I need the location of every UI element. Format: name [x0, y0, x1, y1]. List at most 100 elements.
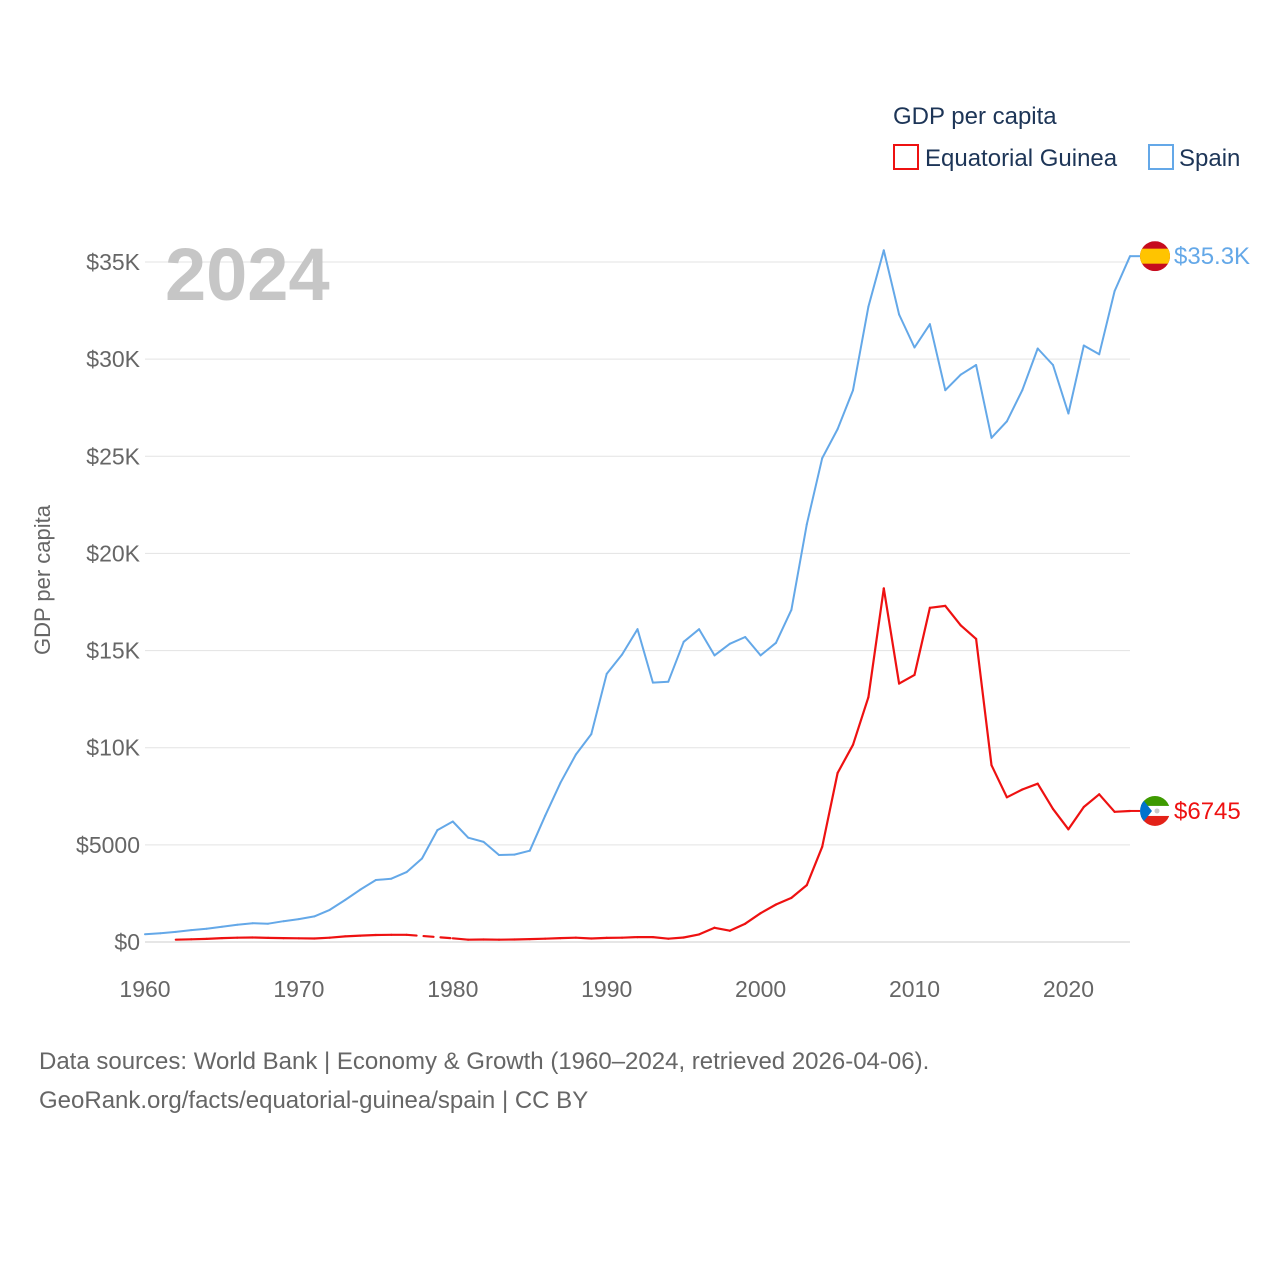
series-segment	[297, 915, 316, 921]
series-segment	[790, 883, 808, 900]
y-tick-label: $25K	[86, 443, 140, 469]
series-segment	[775, 608, 793, 644]
series-segment	[590, 672, 608, 736]
series-segment	[851, 696, 870, 746]
series-segment	[821, 771, 839, 848]
x-tick-label: 2020	[1043, 976, 1094, 1002]
y-axis-label: GDP per capita	[30, 504, 55, 655]
series-layer	[144, 249, 1132, 941]
series-segment	[805, 457, 824, 526]
series-segment	[605, 653, 624, 675]
series-segment	[867, 249, 885, 308]
series-segment	[867, 587, 885, 699]
series-segment	[544, 936, 562, 940]
x-tick-label: 2010	[889, 976, 940, 1002]
series-segment	[959, 364, 978, 376]
year-label: 2024	[165, 233, 330, 316]
flag-red	[1140, 815, 1170, 826]
series-segment	[728, 636, 747, 645]
x-tick-label: 1980	[427, 976, 478, 1002]
series-segment	[913, 323, 931, 349]
series-segment	[1021, 347, 1039, 392]
series-segment	[544, 781, 562, 817]
series-segment	[1052, 364, 1070, 415]
series-segment	[928, 323, 947, 392]
series-segment	[1098, 290, 1116, 356]
legend-label-equatorial-guinea: Equatorial Guinea	[925, 145, 1118, 172]
series-segment	[159, 930, 177, 935]
series-segment	[328, 899, 347, 911]
series-segment	[205, 925, 223, 930]
end-markers: $35.3K $6745	[1130, 241, 1250, 826]
series-segment	[574, 936, 593, 940]
series-segment	[836, 389, 854, 431]
series-segment	[328, 935, 347, 939]
source-line-1: Data sources: World Bank | Economy & Gro…	[39, 1048, 929, 1075]
series-segment	[236, 922, 254, 926]
series-segment	[574, 733, 593, 756]
series-segment	[713, 926, 731, 932]
series-segment	[1036, 347, 1054, 366]
flag-triangle	[1140, 795, 1152, 826]
series-segment	[344, 888, 362, 901]
y-tick-label: $15K	[86, 638, 140, 664]
series-segment	[621, 628, 639, 656]
series-segment	[313, 908, 331, 918]
flag-green	[1140, 795, 1170, 806]
gridlines	[145, 261, 1130, 943]
series-segment	[174, 929, 193, 933]
series-segment	[1036, 782, 1055, 811]
series-segment	[359, 879, 377, 891]
series-segment	[559, 753, 577, 784]
y-tick-label: $20K	[86, 540, 140, 566]
legend-swatch-equatorial-guinea	[893, 144, 919, 170]
series-segment	[1051, 807, 1070, 831]
series-segment	[898, 313, 916, 349]
series-segment	[513, 849, 531, 856]
series-segment	[651, 680, 670, 684]
series-segment	[651, 935, 670, 940]
series-segment	[282, 918, 300, 923]
series-spain	[144, 249, 1131, 936]
series-segment	[990, 764, 1009, 799]
x-axis-ticks: 1960 1970 1980 1990 2000 2010 2020	[119, 976, 1094, 1002]
series-segment	[1113, 809, 1132, 813]
series-segment	[774, 896, 793, 906]
series-segment	[821, 428, 839, 460]
flag-emblem	[1154, 808, 1160, 814]
y-tick-label: $30K	[86, 346, 140, 372]
series-segment	[882, 249, 901, 316]
series-segment	[790, 523, 808, 611]
source-line-2: GeoRank.org/facts/equatorial-guinea/spai…	[39, 1087, 588, 1114]
flag-body	[1140, 795, 1170, 826]
series-segment	[144, 932, 162, 936]
series-segment	[759, 903, 778, 915]
series-segment	[667, 936, 685, 940]
legend-item-spain[interactable]: Spain	[1148, 144, 1240, 172]
legend-item-equatorial-guinea[interactable]: Equatorial Guinea	[893, 144, 1118, 172]
series-segment	[467, 836, 485, 843]
legend-swatch-spain	[1148, 144, 1174, 170]
legend-title: GDP per capita	[893, 103, 1057, 130]
series-segment	[667, 640, 685, 683]
series-segment	[313, 936, 331, 940]
end-value-label-equatorial-guinea: $6745	[1174, 798, 1241, 825]
series-segment	[1113, 255, 1131, 293]
series-segment	[221, 923, 239, 928]
series-segment	[944, 604, 962, 627]
series-segment	[374, 877, 393, 881]
series-gap-segment	[405, 933, 454, 940]
series-segment	[1098, 793, 1116, 813]
series-segment	[1067, 344, 1085, 415]
series-segment	[405, 857, 423, 874]
series-segment	[959, 624, 978, 641]
series-segment	[528, 814, 547, 852]
flag-body	[1140, 241, 1170, 272]
series-segment	[852, 305, 870, 392]
series-segment	[697, 926, 716, 936]
series-segment	[451, 937, 470, 941]
flag-yellow	[1140, 248, 1170, 264]
series-segment	[744, 636, 762, 657]
series-segment	[251, 922, 270, 925]
